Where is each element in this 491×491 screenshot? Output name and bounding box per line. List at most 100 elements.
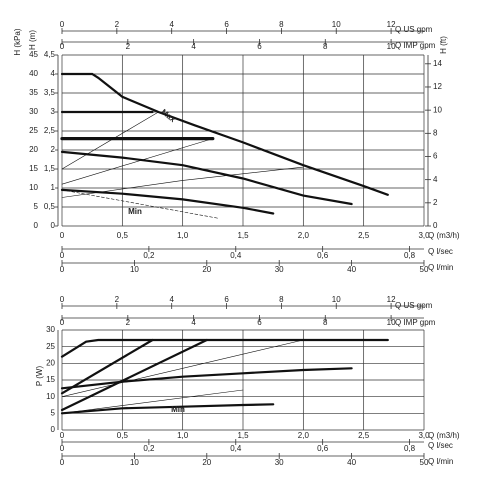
y-tick-label: 25 xyxy=(29,126,38,135)
tick-label: 0,8 xyxy=(404,251,416,260)
curve xyxy=(60,338,389,358)
tick-label: 40 xyxy=(347,458,356,467)
axis-title: H (ft) xyxy=(439,36,448,54)
tick-label: 0 xyxy=(60,42,65,51)
curve xyxy=(61,189,220,219)
tick-label: 10 xyxy=(130,458,139,467)
tick-label: 50 xyxy=(420,458,429,467)
curve xyxy=(61,339,304,397)
y-axis-title: P (W) xyxy=(35,366,44,387)
curve xyxy=(61,111,159,170)
x-tick-label: 2,0 xyxy=(298,231,310,240)
x-tick-label: 1,5 xyxy=(237,231,249,240)
axis-title: Q l/min xyxy=(428,263,453,272)
tick-label: 0,4 xyxy=(230,444,242,453)
tick-label: 0,6 xyxy=(317,251,329,260)
y-tick-label: 15 xyxy=(46,375,55,384)
tick-label: 2 xyxy=(51,145,56,154)
tick-label: 2 xyxy=(126,318,131,327)
tick-label: 6 xyxy=(433,152,438,161)
tick-label: 0 xyxy=(60,265,65,274)
tick-label: 1,5 xyxy=(44,164,56,173)
x-tick-label: 1,0 xyxy=(177,431,189,440)
y-tick-label: 40 xyxy=(29,69,38,78)
tick-label: 10 xyxy=(332,295,341,304)
tick-label: 2 xyxy=(126,42,131,51)
tick-label: 4 xyxy=(51,69,56,78)
y-tick-label: 35 xyxy=(29,88,38,97)
tick-label: 10 xyxy=(130,265,139,274)
tick-label: 8 xyxy=(323,42,328,51)
tick-label: 4 xyxy=(191,318,196,327)
curve xyxy=(60,72,389,196)
tick-label: 30 xyxy=(275,265,284,274)
tick-label: 0 xyxy=(60,251,65,260)
curve xyxy=(61,389,244,414)
tick-label: 0 xyxy=(60,458,65,467)
annotation: Min xyxy=(171,405,185,414)
x-tick-label: 0,5 xyxy=(117,231,129,240)
y-tick-label: 15 xyxy=(29,164,38,173)
y-tick-label: 30 xyxy=(46,325,55,334)
tick-label: 6 xyxy=(257,42,262,51)
tick-label: 3 xyxy=(51,107,56,116)
tick-label: 6 xyxy=(257,318,262,327)
curve xyxy=(60,338,154,395)
tick-label: 20 xyxy=(202,265,211,274)
tick-label: 12 xyxy=(387,20,396,29)
curve xyxy=(61,138,214,185)
y-tick-label: 10 xyxy=(46,392,55,401)
x-tick-label: 0,5 xyxy=(117,431,129,440)
tick-label: 0 xyxy=(60,444,65,453)
curve xyxy=(60,338,208,412)
tick-label: 2 xyxy=(115,20,120,29)
x-axis-title: Q (m3/h) xyxy=(428,231,460,240)
curve xyxy=(60,403,275,415)
tick-label: 0 xyxy=(433,221,438,230)
x-tick-label: 2,5 xyxy=(358,431,370,440)
tick-label: 2,5 xyxy=(44,126,56,135)
curve xyxy=(61,166,304,198)
y-tick-label: 20 xyxy=(46,358,55,367)
tick-label: 0 xyxy=(60,318,65,327)
x-tick-label: 1,0 xyxy=(177,231,189,240)
tick-label: 0,8 xyxy=(404,444,416,453)
tick-label: 4 xyxy=(169,20,174,29)
y-tick-label: 25 xyxy=(46,342,55,351)
tick-label: 0,6 xyxy=(317,444,329,453)
x-tick-label: 2,0 xyxy=(298,431,310,440)
tick-label: 40 xyxy=(347,265,356,274)
tick-label: 0 xyxy=(60,20,65,29)
y-tick-label: 45 xyxy=(29,50,38,59)
tick-label: 2 xyxy=(115,295,120,304)
tick-label: 0,5 xyxy=(44,202,56,211)
annotation: Max xyxy=(159,107,177,124)
axis-title: Q l/min xyxy=(428,457,453,466)
y-tick-label: 0 xyxy=(34,221,39,230)
y-tick-label: 5 xyxy=(34,202,39,211)
x-axis-title: Q (m3/h) xyxy=(428,431,460,440)
y-tick-label: 5 xyxy=(51,408,56,417)
tick-label: 2 xyxy=(433,198,438,207)
tick-label: 30 xyxy=(275,458,284,467)
curve xyxy=(60,188,275,215)
tick-label: 50 xyxy=(420,265,429,274)
tick-label: 0,2 xyxy=(143,444,155,453)
tick-label: 6 xyxy=(224,20,229,29)
axis-title: Q l/sec xyxy=(428,441,453,450)
tick-label: 10 xyxy=(332,20,341,29)
tick-label: 10 xyxy=(433,105,442,114)
axis-title: Q US gpm xyxy=(395,301,433,310)
tick-label: 20 xyxy=(202,458,211,467)
y-tick-label: 20 xyxy=(29,145,38,154)
y-tick-label: 0 xyxy=(51,425,56,434)
tick-label: 1 xyxy=(51,183,56,192)
tick-label: 0 xyxy=(60,295,65,304)
axis-title: H (m) xyxy=(28,30,37,50)
x-tick-label: 3,0 xyxy=(418,431,430,440)
y-axis-title: H (kPa) xyxy=(13,28,22,55)
annotation: Min xyxy=(128,207,142,216)
curve xyxy=(60,150,353,206)
tick-label: 4,5 xyxy=(44,50,56,59)
